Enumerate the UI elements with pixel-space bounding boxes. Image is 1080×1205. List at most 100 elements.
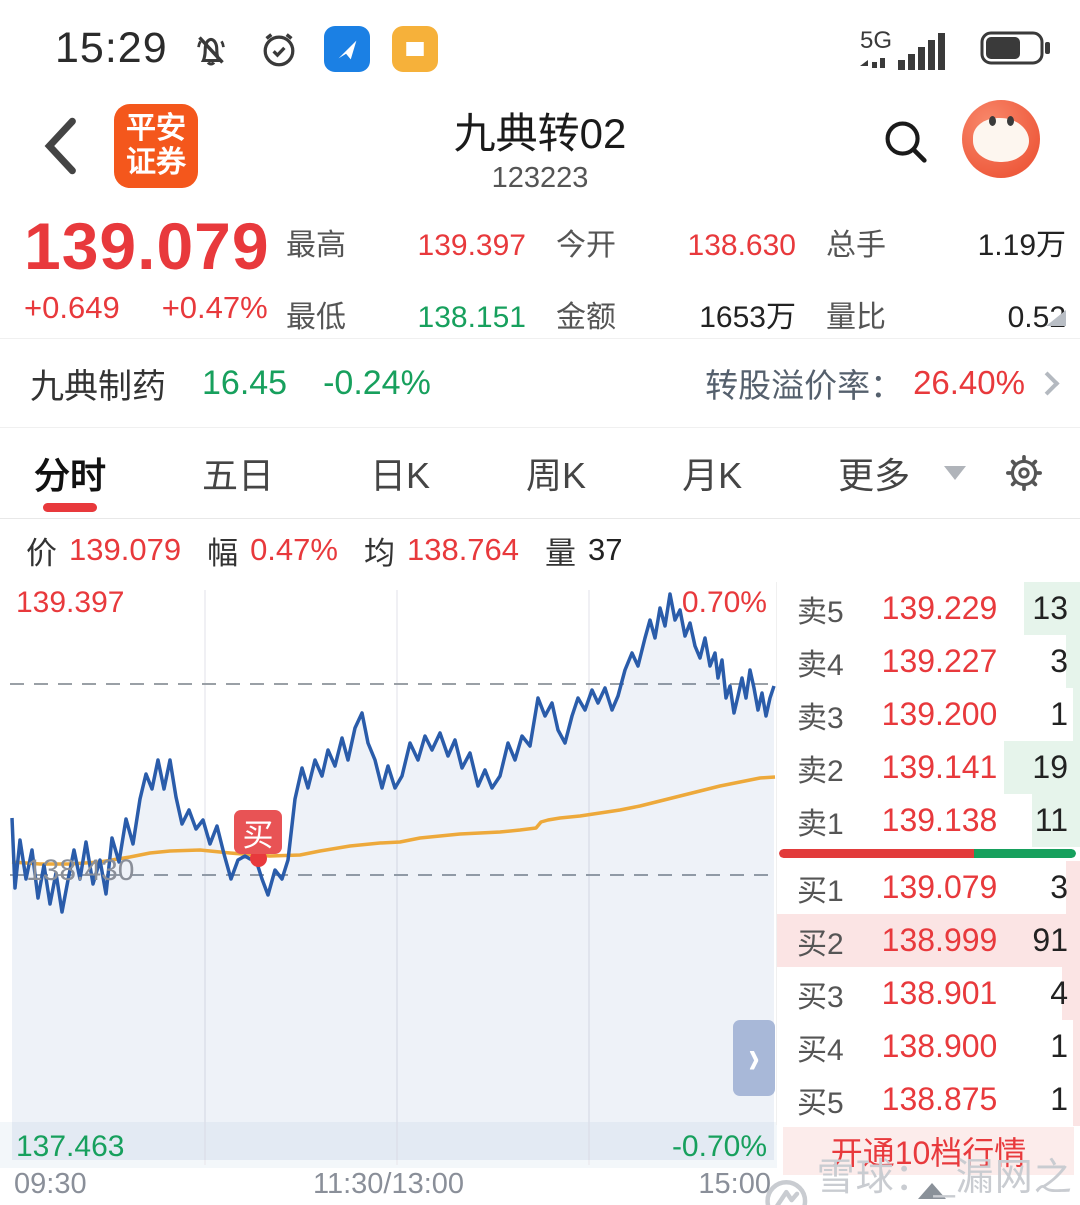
price-change: +0.649 xyxy=(24,290,120,325)
premium-value: 26.40% xyxy=(913,364,1025,401)
watermark: 雪球：_漏网之鱼 xyxy=(764,1146,1080,1205)
stat-value-low: 138.151 xyxy=(417,301,526,334)
avatar-eye xyxy=(989,116,996,126)
ask-volume: 13 xyxy=(1032,590,1068,626)
chart-high-pct-label: 0.70% xyxy=(681,586,767,619)
ask-volume: 11 xyxy=(1034,802,1068,838)
conversion-premium[interactable]: 转股溢价率： 26.40% xyxy=(705,359,1060,407)
active-tab-underline xyxy=(43,503,97,512)
stat-label: 总手 xyxy=(826,229,886,262)
bid-level-label: 买2 xyxy=(797,927,844,961)
info-pct-value: 0.47% xyxy=(250,532,338,567)
bid-level-label: 买4 xyxy=(797,1033,844,1067)
ask-depth-bar xyxy=(1073,688,1080,741)
expand-stats-handle[interactable] xyxy=(1046,310,1066,326)
collapse-arrow-icon[interactable] xyxy=(918,1183,946,1199)
bid-level-label: 买1 xyxy=(797,874,844,908)
stat-value-open: 138.630 xyxy=(687,229,796,262)
bid-row[interactable]: 买2 138.999 91 xyxy=(777,914,1080,967)
price-change-pct: +0.47% xyxy=(161,290,268,325)
avatar-face xyxy=(973,118,1029,162)
order-book: 卖5 139.229 13 卖4 139.227 3 卖3 139.200 1 卖2 139.… xyxy=(777,582,1080,1205)
ask-volume: 1 xyxy=(1050,696,1068,732)
broker-logo-line1: 平安 xyxy=(126,112,186,145)
bid-row[interactable]: 买4 138.900 1 xyxy=(777,1020,1080,1073)
tab-more[interactable]: 更多 xyxy=(838,455,911,496)
bid-row[interactable]: 买3 138.901 4 xyxy=(777,967,1080,1020)
bid-ask-ratio-bar xyxy=(779,849,1076,858)
bid-price: 138.900 xyxy=(881,1028,998,1064)
ask-depth-bar xyxy=(1004,741,1080,794)
ask-row[interactable]: 卖3 139.200 1 xyxy=(777,688,1080,741)
chart-low-pct-label: -0.70% xyxy=(671,1130,767,1163)
tab-weekly-k[interactable]: 周K xyxy=(526,455,587,496)
ask-price: 139.141 xyxy=(881,749,998,785)
stat-label: 量比 xyxy=(826,301,886,334)
info-avg-value: 138.764 xyxy=(406,532,520,567)
tab-daily-k[interactable]: 日K xyxy=(370,455,431,496)
bid-row[interactable]: 买5 138.875 1 xyxy=(777,1073,1080,1126)
intraday-chart[interactable]: 139.397 0.70% 137.463 -0.70% 138.430 买 ›… xyxy=(0,582,777,1205)
time-tick: 11:30/13:00 xyxy=(312,1168,465,1200)
alarm-clock-icon xyxy=(263,33,295,67)
signal-5g-icon: 5G xyxy=(860,27,945,70)
back-button[interactable] xyxy=(38,116,82,176)
ask-depth-bar xyxy=(1024,582,1080,635)
divider xyxy=(0,427,1080,428)
average-price-line xyxy=(11,775,776,866)
security-code: 123223 xyxy=(491,162,589,194)
divider xyxy=(776,582,777,1125)
chevron-right-icon xyxy=(1035,370,1060,396)
ask-row[interactable]: 卖2 139.141 19 xyxy=(777,741,1080,794)
divider xyxy=(0,518,1080,519)
bid-price: 138.875 xyxy=(881,1081,998,1117)
chart-high-label: 139.397 xyxy=(16,586,125,619)
chart-bottom-strip xyxy=(0,1122,777,1168)
broker-logo: 平安 证券 xyxy=(114,104,198,188)
bid-row[interactable]: 买1 139.079 3 xyxy=(777,861,1080,914)
xueqiu-logo-icon xyxy=(765,1180,808,1205)
ask-price: 139.227 xyxy=(881,643,998,679)
info-pct-label: 幅 xyxy=(207,535,239,571)
ask-row[interactable]: 卖5 139.229 13 xyxy=(777,582,1080,635)
divider xyxy=(0,338,1080,339)
stat-label: 金额 xyxy=(556,301,616,334)
stat-label: 最低 xyxy=(286,301,346,334)
blue-app-icon xyxy=(324,26,370,72)
notes-app-icon xyxy=(392,26,438,72)
underlying-name: 九典制药 xyxy=(30,367,166,406)
chart-next-button[interactable]: › xyxy=(733,1020,775,1096)
bid-depth-bar xyxy=(1066,861,1080,914)
info-vol-label: 量 xyxy=(545,535,577,571)
tab-monthly-k[interactable]: 月K xyxy=(682,455,743,496)
stat-label: 最高 xyxy=(286,229,346,262)
time-tick: 15:00 xyxy=(698,1168,771,1200)
tab-minute[interactable]: 分时 xyxy=(34,428,106,518)
underlying-stock-row[interactable]: 九典制药 16.45 -0.24% 转股溢价率： 26.40% xyxy=(0,339,1080,427)
bid-price: 139.079 xyxy=(881,869,998,905)
chart-canvas xyxy=(10,590,776,1165)
chart-low-label: 137.463 xyxy=(16,1130,125,1163)
period-tabs: 分时 五日 日K 周K 月K 更多 xyxy=(0,428,1080,518)
ask-price: 139.200 xyxy=(881,696,998,732)
price-line xyxy=(10,592,776,914)
page-title: 九典转02 xyxy=(453,110,627,157)
ask-row[interactable]: 卖1 139.138 11 xyxy=(777,794,1080,847)
ask-row[interactable]: 卖4 139.227 3 xyxy=(777,635,1080,688)
stat-value-high: 139.397 xyxy=(417,229,526,262)
ask-depth-bar xyxy=(1066,635,1080,688)
ask-price: 139.229 xyxy=(881,590,998,626)
clock-time: 15:29 xyxy=(55,24,168,72)
stat-value-amount: 1653万 xyxy=(699,301,796,334)
bid-depth-bar xyxy=(777,914,1080,967)
enable-level10-button[interactable]: 开通10档行情 xyxy=(783,1127,1074,1175)
gear-icon[interactable] xyxy=(1002,451,1046,495)
tab-5day[interactable]: 五日 xyxy=(202,455,275,496)
bid-depth-bar xyxy=(1073,1020,1080,1073)
info-vol-value: 37 xyxy=(588,532,623,567)
avatar[interactable] xyxy=(962,100,1040,178)
ask-level-label: 卖2 xyxy=(797,754,844,788)
search-icon[interactable] xyxy=(876,112,934,170)
bid-volume: 1 xyxy=(1050,1028,1068,1064)
